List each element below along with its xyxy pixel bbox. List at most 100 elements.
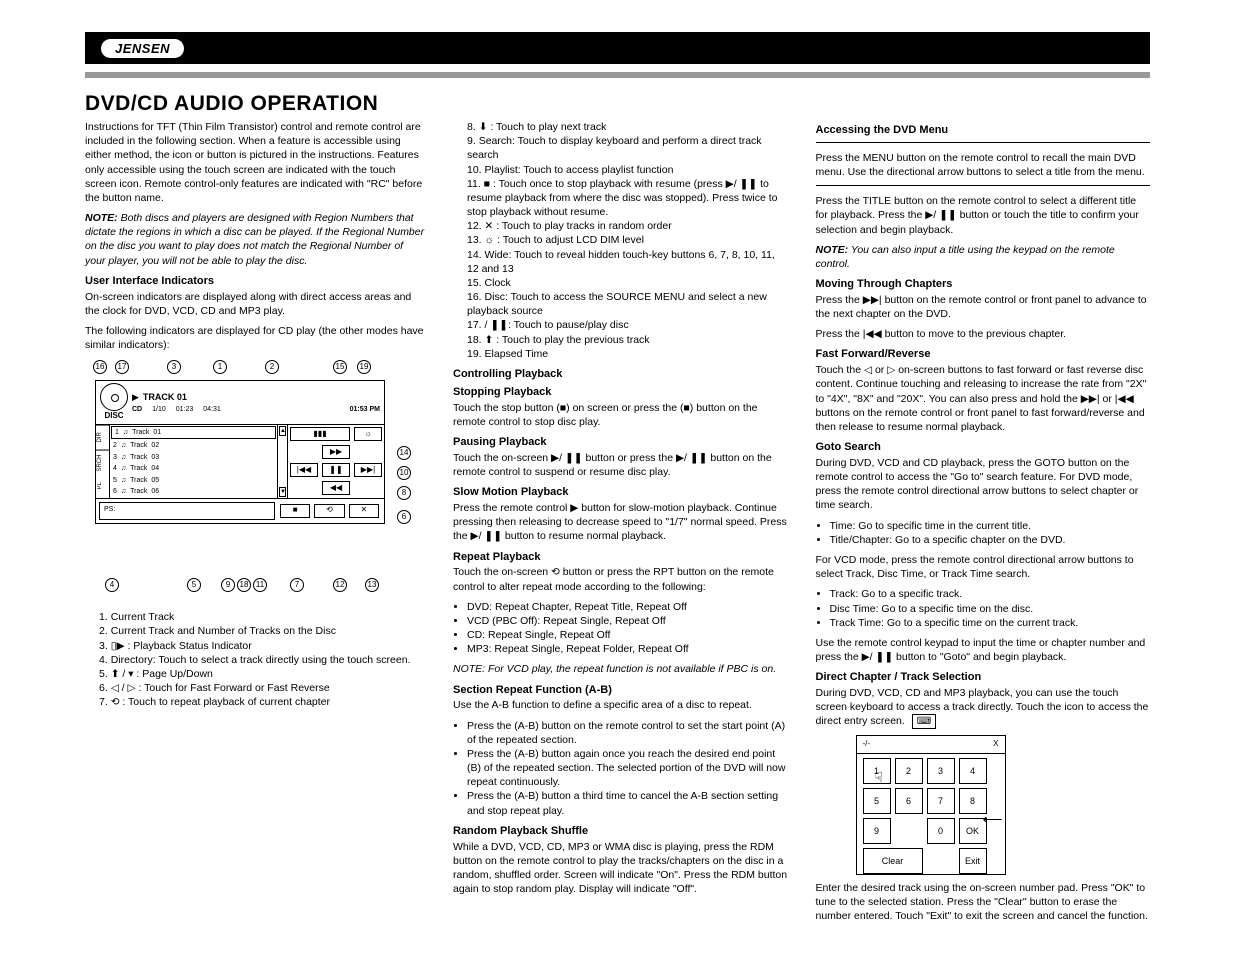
stop-button[interactable]: ■ xyxy=(280,504,310,518)
keypad-3[interactable]: 3 xyxy=(927,758,955,784)
keypad-6[interactable]: 6 xyxy=(895,788,923,814)
callout-19: 19 xyxy=(357,360,371,374)
user-interface-heading: User Interface Indicators xyxy=(85,274,425,289)
column-3: Accessing the DVD Menu Press the MENU bu… xyxy=(816,120,1151,914)
slowmotion-text: Press the remote control ▶ button for sl… xyxy=(453,501,788,544)
elapsed-time: 01:23 xyxy=(176,405,194,414)
note-block: NOTE: Both discs and players are designe… xyxy=(85,211,425,268)
keypad-9[interactable]: 9 xyxy=(863,818,891,844)
legend-list-cont: 8. ⬇ : Touch to play next track 9. Searc… xyxy=(467,120,788,361)
ps-box: PS: xyxy=(99,502,275,520)
scroll-column: ▲ ▼ xyxy=(278,425,288,498)
music-note-icon: ♫ xyxy=(121,441,126,450)
track-row[interactable]: 5♫Track05 xyxy=(110,475,277,486)
callout-11: 11 xyxy=(253,578,267,592)
mock-body: DIR SRCH PL 1♫Track01 2♫Track02 3♫Track0… xyxy=(96,425,384,498)
pausing-heading: Pausing Playback xyxy=(453,435,788,450)
dim-button[interactable]: ☼ xyxy=(354,427,382,441)
track-list: 1♫Track01 2♫Track02 3♫Track03 4♫Track04 … xyxy=(110,425,278,498)
callout-1: 1 xyxy=(213,360,227,374)
next-button[interactable]: ▶▶| xyxy=(354,463,382,477)
track-row[interactable]: 3♫Track03 xyxy=(110,452,277,463)
disc-label: DISC xyxy=(104,411,123,422)
track-row[interactable]: 6♫Track06 xyxy=(110,486,277,497)
section-title: DVD/CD AUDIO OPERATION xyxy=(85,92,378,116)
track-row[interactable]: 4♫Track04 xyxy=(110,463,277,474)
section-repeat-text: Use the A-B function to define a specifi… xyxy=(453,698,788,712)
music-note-icon: ♫ xyxy=(121,464,126,473)
note-block: NOTE: You can also input a title using t… xyxy=(816,243,1151,271)
repeat-text: Touch the on-screen ⟲ button or press th… xyxy=(453,565,788,593)
moving-text2: Press the |◀◀ button to move to the prev… xyxy=(816,327,1151,341)
direct-select-heading: Direct Chapter / Track Selection xyxy=(816,670,1151,685)
ffr-heading: Fast Forward/Reverse xyxy=(816,347,1151,362)
media-type-label: CD xyxy=(132,405,142,414)
note-text: Both discs and players are designed with… xyxy=(85,212,424,267)
callout-12: 12 xyxy=(333,578,347,592)
tab-srch[interactable]: SRCH xyxy=(96,450,109,475)
top-bar: JENSEN xyxy=(85,32,1150,64)
callout-5: 5 xyxy=(187,578,201,592)
callout-4: 4 xyxy=(105,578,119,592)
divider xyxy=(816,185,1151,186)
callout-10: 10 xyxy=(397,466,411,480)
music-note-icon: ♫ xyxy=(121,476,126,485)
pointer-icon: ☟ xyxy=(875,768,884,787)
shuffle-button[interactable]: ✕ xyxy=(349,504,379,518)
moving-chapters-heading: Moving Through Chapters xyxy=(816,277,1151,292)
keypad-clear[interactable]: Clear xyxy=(863,848,923,874)
ui-indicators-text: On-screen indicators are displayed along… xyxy=(85,290,425,318)
tab-dir[interactable]: DIR xyxy=(96,425,109,450)
ui-cd-text: The following indicators are displayed f… xyxy=(85,324,425,352)
mock-footer: PS: ■ ⟲ ✕ xyxy=(96,498,384,523)
ui-mockup-figure: DISC ▶ TRACK 01 CD 1/10 01:23 04:31 xyxy=(85,360,425,600)
scroll-up-button[interactable]: ▲ xyxy=(279,426,286,436)
scroll-down-button[interactable]: ▼ xyxy=(279,487,286,497)
pausing-text: Touch the on-screen ▶/ ❚❚ button or pres… xyxy=(453,451,788,479)
access-text: Press the MENU button on the remote cont… xyxy=(816,151,1151,179)
vcd-list: Track: Go to a specific track. Disc Time… xyxy=(830,587,1151,630)
track-row[interactable]: 1♫Track01 xyxy=(111,426,276,439)
keypad-figure: -/- X 1 2 3 4 5 6 7 8 9 0 OK Clear Exit … xyxy=(856,735,1006,875)
callout-18: 18 xyxy=(237,578,251,592)
random-heading: Random Playback Shuffle xyxy=(453,824,788,839)
ab-list: Press the (A-B) button on the remote con… xyxy=(467,719,788,818)
music-note-icon: ♫ xyxy=(121,487,126,496)
keypad-close-icon[interactable]: X xyxy=(993,739,998,750)
clock-display: 01:53 PM xyxy=(350,405,380,414)
music-note-icon: ♫ xyxy=(123,428,128,437)
mock-header: DISC ▶ TRACK 01 CD 1/10 01:23 04:31 xyxy=(96,381,384,425)
keyboard-icon: ⌨ xyxy=(912,714,936,729)
callout-3: 3 xyxy=(167,360,181,374)
legend-list: 1. Current Track 2. Current Track and Nu… xyxy=(99,610,425,709)
fast-forward-button[interactable]: ▶▶ xyxy=(322,445,350,459)
play-status-icon: ▶ xyxy=(132,391,139,403)
callout-14: 14 xyxy=(397,446,411,460)
previous-button[interactable]: |◀◀ xyxy=(290,463,318,477)
keypad-7[interactable]: 7 xyxy=(927,788,955,814)
wide-button[interactable]: ▮▮▮ xyxy=(290,427,350,441)
callout-2: 2 xyxy=(265,360,279,374)
track-title: TRACK 01 xyxy=(143,391,187,403)
rewind-button[interactable]: ◀◀ xyxy=(322,481,350,495)
keypad-exit[interactable]: Exit xyxy=(959,848,987,874)
goto-heading: Goto Search xyxy=(816,440,1151,455)
repeat-button[interactable]: ⟲ xyxy=(314,504,344,518)
title-text: Press the TITLE button on the remote con… xyxy=(816,194,1151,237)
stopping-text: Touch the stop button (■) on screen or p… xyxy=(453,401,788,429)
callout-17: 17 xyxy=(115,360,129,374)
pause-button[interactable]: ❚❚ xyxy=(322,463,350,477)
access-menu-heading: Accessing the DVD Menu xyxy=(816,123,1151,138)
keypad-2[interactable]: 2 xyxy=(895,758,923,784)
brand-badge: JENSEN xyxy=(101,39,184,58)
callout-7: 7 xyxy=(290,578,304,592)
repeat-note: NOTE: For VCD play, the repeat function … xyxy=(453,662,788,676)
keypad-5[interactable]: 5 xyxy=(863,788,891,814)
keypad-4[interactable]: 4 xyxy=(959,758,987,784)
track-row[interactable]: 2♫Track02 xyxy=(110,440,277,451)
controls-column: ▮▮▮ ☼ ▶▶ |◀◀ ❚❚ ▶▶| ◀◀ xyxy=(288,425,384,498)
goto-text3: Use the remote control keypad to input t… xyxy=(816,636,1151,664)
tab-pl[interactable]: PL xyxy=(96,474,109,498)
keypad-0[interactable]: 0 xyxy=(927,818,955,844)
content-columns: Instructions for TFT (Thin Film Transist… xyxy=(85,120,1150,914)
